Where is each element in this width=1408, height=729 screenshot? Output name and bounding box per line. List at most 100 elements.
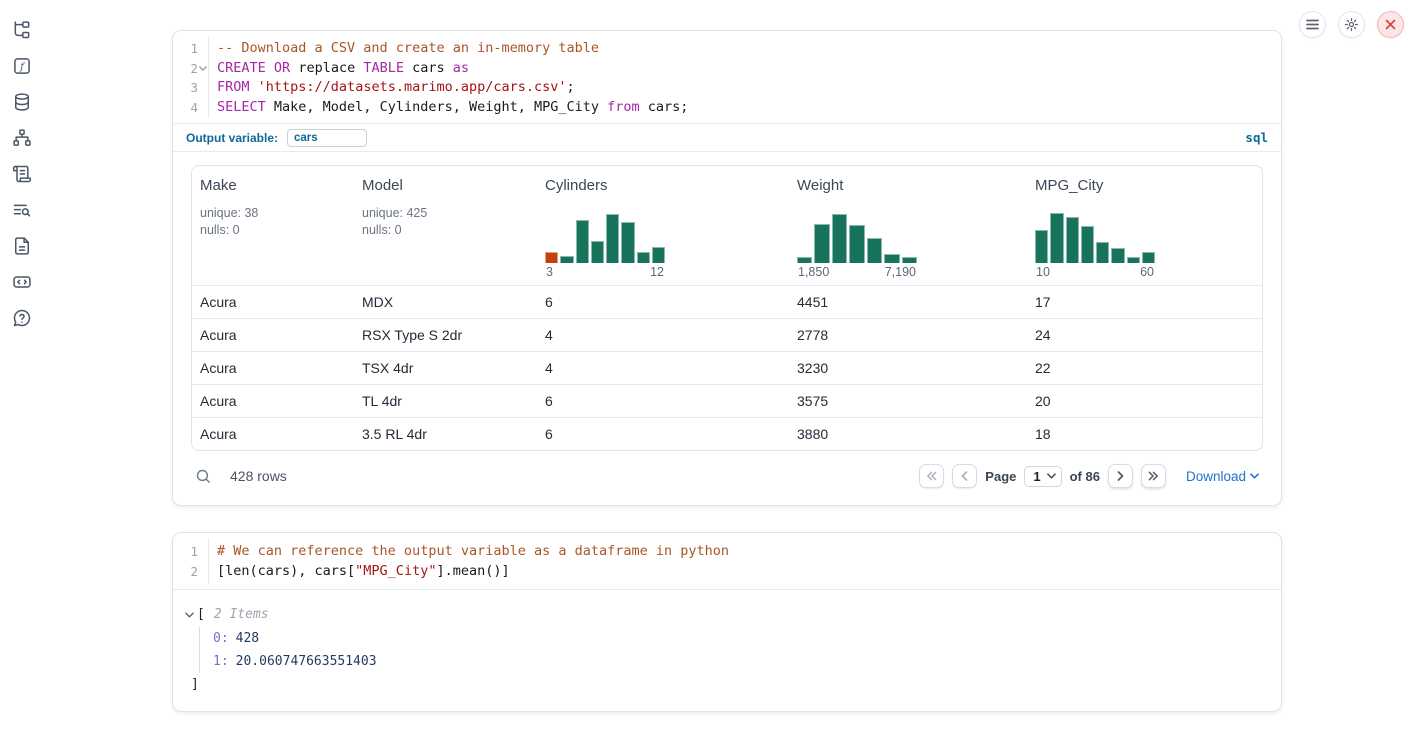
line-number: 4 bbox=[190, 99, 198, 115]
hist-bar bbox=[621, 222, 635, 263]
hist-bar bbox=[1141, 252, 1155, 263]
hist-bar bbox=[590, 241, 604, 263]
list-output: [ 2 Items 0: 428 1: 20.060747663551403 ] bbox=[173, 590, 1281, 695]
table-cell: 3230 bbox=[797, 360, 829, 376]
entry-index: 1: bbox=[213, 654, 229, 669]
histogram-bars bbox=[545, 211, 665, 263]
items-count-label: 2 Items bbox=[213, 607, 269, 622]
fold-spacer bbox=[198, 78, 208, 85]
output-variable-input[interactable] bbox=[287, 128, 368, 147]
table-cell: Acura bbox=[200, 393, 237, 409]
download-button[interactable]: Download bbox=[1186, 469, 1259, 484]
column-histogram: 3 12 bbox=[545, 211, 665, 279]
column-name: Model bbox=[362, 177, 403, 194]
axis-min-label: 1,850 bbox=[798, 265, 830, 279]
settings-button[interactable] bbox=[1338, 11, 1365, 38]
last-page-button[interactable] bbox=[1140, 464, 1166, 488]
code-line[interactable]: 1 -- Download a CSV and create an in-memo… bbox=[173, 39, 1281, 59]
column-header[interactable]: Make unique: 38 nulls: 0 bbox=[192, 176, 354, 285]
entry-value: 20.060747663551403 bbox=[235, 654, 377, 669]
table-row[interactable]: Acura RSX Type S 2dr 4 2778 24 bbox=[192, 318, 1262, 351]
table-cell: Acura bbox=[200, 294, 237, 310]
function-icon[interactable]: f bbox=[12, 56, 32, 76]
column-header[interactable]: Cylinders 3 12 bbox=[537, 176, 789, 285]
python-code-editor[interactable]: 1 # We can reference the output variable … bbox=[173, 533, 1281, 589]
line-number: 1 bbox=[190, 544, 198, 559]
logs-search-icon[interactable] bbox=[12, 200, 32, 220]
table-cell: 6 bbox=[545, 393, 553, 409]
line-number: 1 bbox=[190, 41, 198, 56]
histogram-axis: 10 60 bbox=[1035, 265, 1155, 279]
hist-bar bbox=[606, 213, 620, 263]
chevron-left-icon bbox=[961, 471, 968, 481]
sql-code-editor[interactable]: 1 -- Download a CSV and create an in-memo… bbox=[173, 31, 1281, 123]
fold-spacer bbox=[198, 562, 208, 569]
table-cell: 3880 bbox=[797, 426, 829, 442]
code-line[interactable]: 2 [len(cars), cars["MPG_City"].mean()] bbox=[173, 562, 1281, 582]
pagination: Page 1 of 86 Download bbox=[919, 464, 1259, 488]
database-icon[interactable] bbox=[12, 92, 32, 112]
fold-chevron-icon[interactable] bbox=[198, 59, 208, 71]
hist-bar bbox=[636, 251, 650, 263]
column-header[interactable]: Weight 1,850 7,190 bbox=[789, 176, 1027, 285]
hist-bar bbox=[1126, 256, 1140, 263]
open-bracket: [ bbox=[197, 607, 205, 622]
list-entry: 0: 428 bbox=[213, 627, 1281, 650]
code-line[interactable]: 4 SELECT Make, Model, Cylinders, Weight, … bbox=[173, 98, 1281, 118]
menu-button[interactable] bbox=[1299, 11, 1326, 38]
column-header[interactable]: MPG_City 10 60 bbox=[1027, 176, 1262, 285]
previous-page-button[interactable] bbox=[952, 464, 978, 488]
of-pages-label: of 86 bbox=[1069, 468, 1100, 484]
table-body: Acura MDX 6 4451 17 Acura RSX Type S 2dr 4 2778 2… bbox=[192, 285, 1262, 450]
first-page-button[interactable] bbox=[919, 464, 945, 488]
code-line[interactable]: 1 # We can reference the output variable … bbox=[173, 542, 1281, 562]
axis-min-label: 3 bbox=[546, 265, 553, 279]
document-icon[interactable] bbox=[12, 236, 32, 256]
code-line[interactable]: 3 FROM 'https://datasets.marimo.app/cars.… bbox=[173, 78, 1281, 98]
table-cell: 2778 bbox=[797, 327, 829, 343]
table-row[interactable]: Acura 3.5 RL 4dr 6 3880 18 bbox=[192, 417, 1262, 450]
search-icon[interactable] bbox=[195, 468, 212, 485]
language-badge: sql bbox=[1245, 130, 1268, 145]
column-header[interactable]: Model unique: 425 nulls: 0 bbox=[354, 176, 537, 285]
hist-bar bbox=[797, 256, 813, 263]
hamburger-icon bbox=[1306, 19, 1319, 30]
histogram-bars bbox=[797, 211, 917, 263]
next-page-button[interactable] bbox=[1107, 464, 1133, 488]
dependency-graph-icon[interactable] bbox=[12, 128, 32, 148]
table-cell: 20 bbox=[1035, 393, 1051, 409]
shutdown-button[interactable] bbox=[1377, 11, 1404, 38]
list-entry: 1: 20.060747663551403 bbox=[213, 650, 1281, 673]
help-icon[interactable] bbox=[12, 308, 32, 328]
collapse-chevron-icon[interactable] bbox=[185, 612, 194, 618]
list-entries: 0: 428 1: 20.060747663551403 bbox=[199, 627, 1281, 673]
hist-bar bbox=[1050, 212, 1064, 263]
table-row[interactable]: Acura MDX 6 4451 17 bbox=[192, 285, 1262, 318]
table-row[interactable]: Acura TSX 4dr 4 3230 22 bbox=[192, 351, 1262, 384]
line-number: 2 bbox=[190, 60, 198, 76]
table-row[interactable]: Acura TL 4dr 6 3575 20 bbox=[192, 384, 1262, 417]
code-line[interactable]: 2 CREATE OR replace TABLE cars as bbox=[173, 59, 1281, 79]
column-histogram: 10 60 bbox=[1035, 211, 1155, 279]
sidebar: f bbox=[0, 20, 44, 328]
file-tree-icon[interactable] bbox=[12, 20, 32, 40]
axis-max-label: 7,190 bbox=[884, 265, 916, 279]
table-footer: 428 rows Page 1 of 86 bbox=[191, 451, 1263, 497]
hist-bar bbox=[560, 255, 574, 263]
page-select[interactable]: 1 bbox=[1024, 465, 1062, 487]
topbar bbox=[1299, 11, 1404, 38]
histogram-bars bbox=[1035, 211, 1155, 263]
entry-value: 428 bbox=[235, 631, 260, 646]
svg-text:f: f bbox=[19, 62, 26, 73]
code-text: CREATE OR replace TABLE cars as bbox=[217, 59, 470, 76]
code-text: [len(cars), cars["MPG_City"].mean()] bbox=[217, 562, 510, 579]
scratchpad-icon[interactable] bbox=[12, 164, 32, 184]
line-number: 2 bbox=[190, 563, 198, 579]
download-label: Download bbox=[1185, 468, 1246, 484]
hist-bar bbox=[901, 256, 917, 263]
hist-bar bbox=[1111, 247, 1125, 263]
table-cell: 24 bbox=[1035, 327, 1051, 343]
axis-min-label: 10 bbox=[1036, 265, 1050, 279]
snippets-icon[interactable] bbox=[12, 272, 32, 292]
hist-bar bbox=[575, 220, 589, 263]
